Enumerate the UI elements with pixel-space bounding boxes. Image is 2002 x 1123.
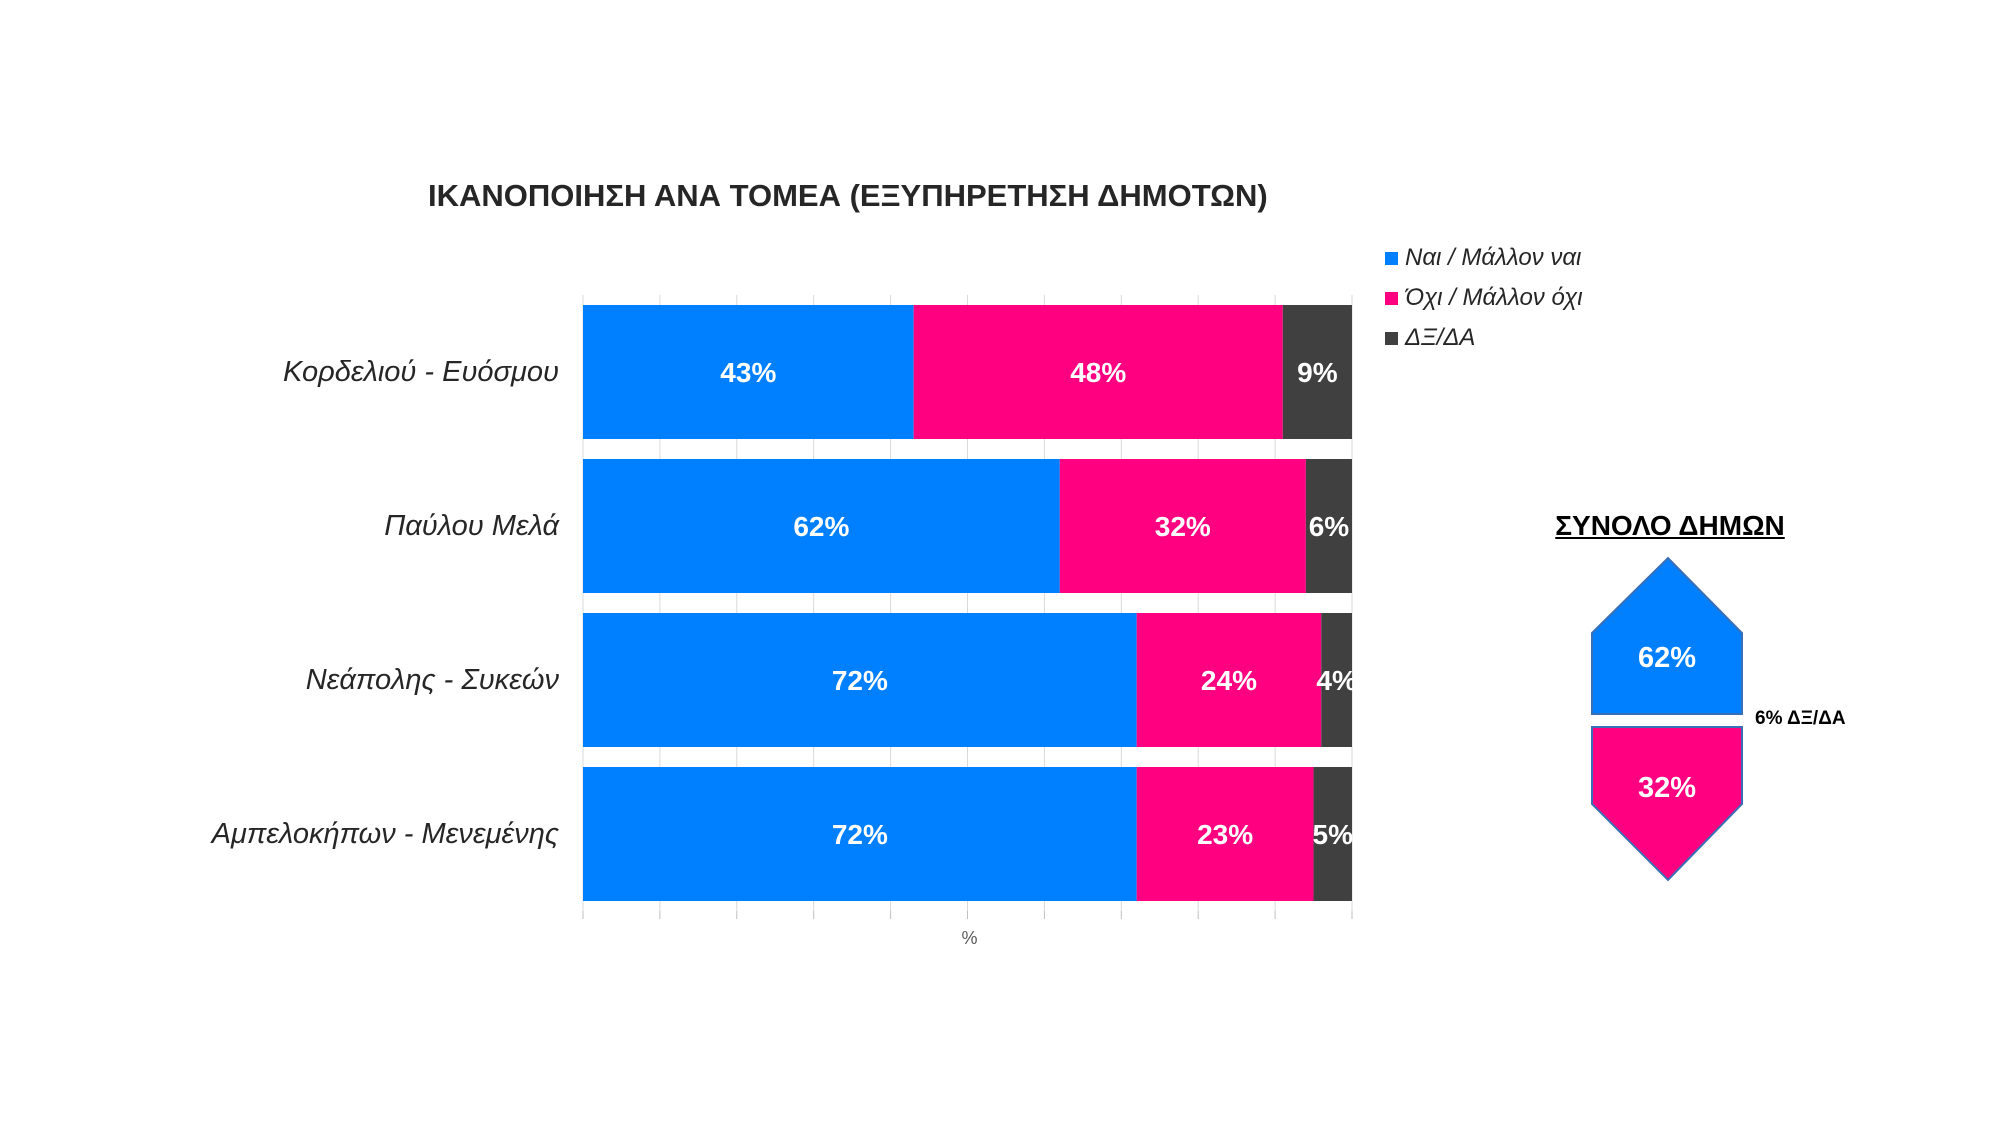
bar-segment-yes xyxy=(583,305,914,439)
data-label: 48% xyxy=(1070,357,1126,388)
bar-segment-no xyxy=(1136,767,1314,901)
data-label: 72% xyxy=(832,665,888,696)
legend-swatch-yes xyxy=(1385,251,1398,265)
data-label: 9% xyxy=(1297,357,1338,388)
totals-dk-label: 6% ΔΞ/ΔΑ xyxy=(1755,708,1846,729)
bar-segment-yes xyxy=(583,767,1137,901)
data-label: 5% xyxy=(1313,819,1354,850)
totals-graphic: 62% 32% xyxy=(1591,556,1743,882)
totals-no-label: 32% xyxy=(1638,772,1696,804)
data-label: 23% xyxy=(1197,819,1253,850)
bar-segment-no xyxy=(1059,459,1306,593)
legend-swatch-dk xyxy=(1385,331,1398,345)
data-label: 24% xyxy=(1201,665,1257,696)
category-label: Νεάπολης - Συκεών xyxy=(306,664,560,696)
bar-segment-dk xyxy=(1282,305,1352,439)
chart-title: ΙΚΑΝΟΠΟΙΗΣΗ ΑΝΑ ΤΟΜΕΑ (ΕΞΥΠΗΡΕΤΗΣΗ ΔΗΜΟΤ… xyxy=(428,178,1268,213)
data-label: 43% xyxy=(720,357,776,388)
legend-label-yes: Ναι / Μάλλον ναι xyxy=(1405,244,1582,271)
bar-segment-yes xyxy=(583,459,1060,593)
data-label: 4% xyxy=(1316,665,1357,696)
legend-item-dk: ΔΞ/ΔΑ xyxy=(1385,318,1583,358)
category-label: Παύλου Μελά xyxy=(384,510,560,542)
bar-segment-no xyxy=(913,305,1283,439)
legend: Ναι / Μάλλον ναι Όχι / Μάλλον όχι ΔΞ/ΔΑ xyxy=(1385,238,1583,358)
x-axis-label: % xyxy=(961,928,977,948)
data-label: 62% xyxy=(793,511,849,542)
legend-label-no: Όχι / Μάλλον όχι xyxy=(1405,284,1583,311)
bar-segment-dk xyxy=(1313,767,1352,901)
legend-swatch-no xyxy=(1385,291,1398,305)
bar-segment-no xyxy=(1136,613,1322,747)
bar-segment-dk xyxy=(1321,613,1352,747)
totals-yes-shape xyxy=(1591,556,1743,715)
legend-item-yes: Ναι / Μάλλον ναι xyxy=(1385,238,1583,278)
totals-yes-label: 62% xyxy=(1638,642,1696,674)
category-label: Κορδελιού - Ευόσμου xyxy=(283,356,559,388)
legend-item-no: Όχι / Μάλλον όχι xyxy=(1385,278,1583,318)
totals-title: ΣΥΝΟΛΟ ΔΗΜΩΝ xyxy=(1555,510,1785,541)
bar-segment-yes xyxy=(583,613,1137,747)
data-label: 32% xyxy=(1155,511,1211,542)
data-label: 72% xyxy=(832,819,888,850)
totals-no-shape xyxy=(1591,726,1743,882)
legend-label-dk: ΔΞ/ΔΑ xyxy=(1405,324,1476,351)
bar-segment-dk xyxy=(1305,459,1352,593)
category-label: Αμπελοκήπων - Μενεμένης xyxy=(210,818,560,850)
data-label: 6% xyxy=(1309,511,1350,542)
